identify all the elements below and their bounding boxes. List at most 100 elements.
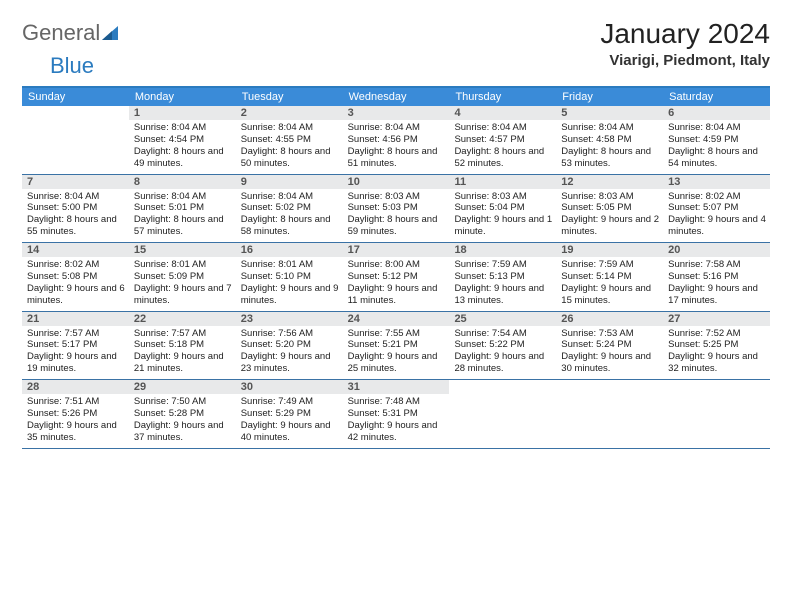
day-number: 18 (449, 243, 556, 257)
day-number: 26 (556, 312, 663, 326)
weeks-container: 1Sunrise: 8:04 AMSunset: 4:54 PMDaylight… (22, 106, 770, 449)
daylight-text: Daylight: 9 hours and 4 minutes. (668, 214, 766, 238)
day-cell: 25Sunrise: 7:54 AMSunset: 5:22 PMDayligh… (449, 312, 556, 380)
sunset-text: Sunset: 5:03 PM (348, 202, 446, 214)
day-cell: 7Sunrise: 8:04 AMSunset: 5:00 PMDaylight… (22, 175, 129, 243)
brand-logo: General Blue (22, 18, 122, 78)
day-number: 4 (449, 106, 556, 120)
day-cell: 21Sunrise: 7:57 AMSunset: 5:17 PMDayligh… (22, 312, 129, 380)
sunrise-text: Sunrise: 7:52 AM (668, 328, 766, 340)
day-cell: 26Sunrise: 7:53 AMSunset: 5:24 PMDayligh… (556, 312, 663, 380)
day-number: 16 (236, 243, 343, 257)
day-number: 12 (556, 175, 663, 189)
daylight-text: Daylight: 9 hours and 2 minutes. (561, 214, 659, 238)
week-row: 1Sunrise: 8:04 AMSunset: 4:54 PMDaylight… (22, 106, 770, 175)
sunset-text: Sunset: 5:31 PM (348, 408, 446, 420)
week-row: 28Sunrise: 7:51 AMSunset: 5:26 PMDayligh… (22, 380, 770, 449)
day-cell: 4Sunrise: 8:04 AMSunset: 4:57 PMDaylight… (449, 106, 556, 174)
location-label: Viarigi, Piedmont, Italy (600, 52, 770, 69)
day-cell: 3Sunrise: 8:04 AMSunset: 4:56 PMDaylight… (343, 106, 450, 174)
day-number: 9 (236, 175, 343, 189)
day-cell: 30Sunrise: 7:49 AMSunset: 5:29 PMDayligh… (236, 380, 343, 448)
dow-sunday: Sunday (22, 88, 129, 106)
sunset-text: Sunset: 5:25 PM (668, 339, 766, 351)
sunrise-text: Sunrise: 7:49 AM (241, 396, 339, 408)
sunset-text: Sunset: 5:28 PM (134, 408, 232, 420)
sunrise-text: Sunrise: 8:04 AM (134, 191, 232, 203)
day-number: 29 (129, 380, 236, 394)
week-row: 7Sunrise: 8:04 AMSunset: 5:00 PMDaylight… (22, 175, 770, 244)
sunrise-text: Sunrise: 8:02 AM (668, 191, 766, 203)
sunset-text: Sunset: 5:24 PM (561, 339, 659, 351)
day-number: 23 (236, 312, 343, 326)
sunrise-text: Sunrise: 7:56 AM (241, 328, 339, 340)
sunset-text: Sunset: 5:18 PM (134, 339, 232, 351)
dow-friday: Friday (556, 88, 663, 106)
day-cell: 20Sunrise: 7:58 AMSunset: 5:16 PMDayligh… (663, 243, 770, 311)
week-row: 21Sunrise: 7:57 AMSunset: 5:17 PMDayligh… (22, 312, 770, 381)
sunrise-text: Sunrise: 8:02 AM (27, 259, 125, 271)
daylight-text: Daylight: 8 hours and 49 minutes. (134, 146, 232, 170)
day-number: 30 (236, 380, 343, 394)
day-number: 7 (22, 175, 129, 189)
daylight-text: Daylight: 8 hours and 57 minutes. (134, 214, 232, 238)
day-number: 1 (129, 106, 236, 120)
day-cell: 5 Sunrise: 8:04 AMSunset: 4:58 PMDaylight… (556, 106, 663, 174)
daylight-text: Daylight: 8 hours and 55 minutes. (27, 214, 125, 238)
daylight-text: Daylight: 8 hours and 51 minutes. (348, 146, 446, 170)
daylight-text: Daylight: 9 hours and 32 minutes. (668, 351, 766, 375)
daylight-text: Daylight: 9 hours and 25 minutes. (348, 351, 446, 375)
daylight-text: Daylight: 9 hours and 21 minutes. (134, 351, 232, 375)
sunrise-text: Sunrise: 8:03 AM (454, 191, 552, 203)
day-number: 11 (449, 175, 556, 189)
sunrise-text: Sunrise: 8:01 AM (134, 259, 232, 271)
sunset-text: Sunset: 5:14 PM (561, 271, 659, 283)
day-number: 2 (236, 106, 343, 120)
day-number: 19 (556, 243, 663, 257)
daylight-text: Daylight: 8 hours and 50 minutes. (241, 146, 339, 170)
daylight-text: Daylight: 9 hours and 9 minutes. (241, 283, 339, 307)
day-number: 13 (663, 175, 770, 189)
week-row: 14Sunrise: 8:02 AMSunset: 5:08 PMDayligh… (22, 243, 770, 312)
day-cell: 11Sunrise: 8:03 AMSunset: 5:04 PMDayligh… (449, 175, 556, 243)
daylight-text: Daylight: 9 hours and 7 minutes. (134, 283, 232, 307)
brand-part2: Blue (50, 53, 94, 78)
sunrise-text: Sunrise: 8:04 AM (561, 122, 659, 134)
sunset-text: Sunset: 4:59 PM (668, 134, 766, 146)
day-cell: 8Sunrise: 8:04 AMSunset: 5:01 PMDaylight… (129, 175, 236, 243)
dow-header-row: Sunday Monday Tuesday Wednesday Thursday… (22, 88, 770, 106)
sunrise-text: Sunrise: 7:58 AM (668, 259, 766, 271)
sunset-text: Sunset: 5:20 PM (241, 339, 339, 351)
day-cell: 24Sunrise: 7:55 AMSunset: 5:21 PMDayligh… (343, 312, 450, 380)
daylight-text: Daylight: 9 hours and 1 minute. (454, 214, 552, 238)
daylight-text: Daylight: 9 hours and 30 minutes. (561, 351, 659, 375)
sunrise-text: Sunrise: 8:01 AM (241, 259, 339, 271)
day-cell (663, 380, 770, 448)
daylight-text: Daylight: 8 hours and 53 minutes. (561, 146, 659, 170)
brand-part1: General (22, 20, 100, 45)
sunrise-text: Sunrise: 8:04 AM (454, 122, 552, 134)
sunrise-text: Sunrise: 8:03 AM (561, 191, 659, 203)
sunrise-text: Sunrise: 8:03 AM (348, 191, 446, 203)
day-cell (556, 380, 663, 448)
sunset-text: Sunset: 4:55 PM (241, 134, 339, 146)
sunrise-text: Sunrise: 7:51 AM (27, 396, 125, 408)
sunset-text: Sunset: 4:56 PM (348, 134, 446, 146)
sunset-text: Sunset: 5:07 PM (668, 202, 766, 214)
calendar-page: General Blue January 2024 Viarigi, Piedm… (0, 0, 792, 467)
day-cell (22, 106, 129, 174)
dow-wednesday: Wednesday (343, 88, 450, 106)
day-cell: 1Sunrise: 8:04 AMSunset: 4:54 PMDaylight… (129, 106, 236, 174)
sunset-text: Sunset: 5:29 PM (241, 408, 339, 420)
daylight-text: Daylight: 9 hours and 19 minutes. (27, 351, 125, 375)
sunset-text: Sunset: 5:00 PM (27, 202, 125, 214)
day-number: 20 (663, 243, 770, 257)
sunset-text: Sunset: 5:05 PM (561, 202, 659, 214)
day-number: 5 (556, 106, 663, 120)
dow-saturday: Saturday (663, 88, 770, 106)
daylight-text: Daylight: 9 hours and 42 minutes. (348, 420, 446, 444)
day-cell: 13 Sunrise: 8:02 AMSunset: 5:07 PMDayligh… (663, 175, 770, 243)
sunset-text: Sunset: 4:58 PM (561, 134, 659, 146)
day-number: 28 (22, 380, 129, 394)
daylight-text: Daylight: 9 hours and 17 minutes. (668, 283, 766, 307)
